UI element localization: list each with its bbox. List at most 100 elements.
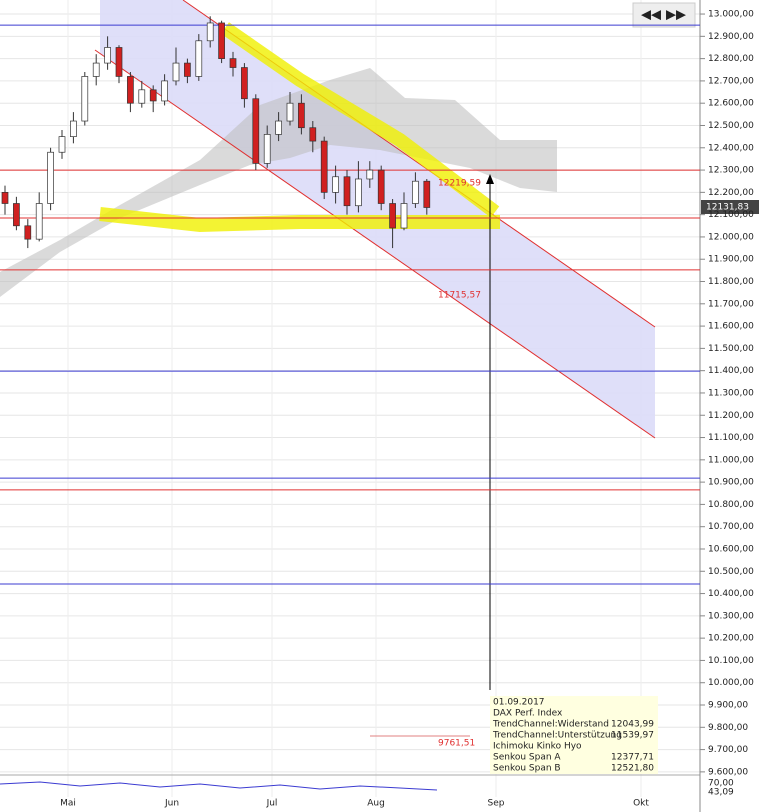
legend-label: TrendChannel:Unterstützung (492, 731, 622, 741)
y-tick-label: 11.000,00 (708, 455, 754, 465)
candle-body (309, 127, 317, 142)
candle-body (355, 178, 362, 207)
candle-body (92, 62, 100, 77)
candle-body (149, 89, 157, 102)
y-tick-label: 9.900,00 (708, 701, 748, 711)
y-tick-label: 9.600,00 (708, 767, 748, 777)
scroll-right[interactable]: ▶▶ (666, 8, 686, 23)
y-tick-label: 10.600,00 (708, 544, 754, 554)
y-tick-label: 12.100,00 (708, 210, 754, 220)
y-tick-label: 12.200,00 (708, 188, 754, 198)
y-tick-label: 10.100,00 (708, 656, 754, 666)
candle-body (412, 180, 419, 204)
candle-body (172, 62, 180, 82)
y-tick-label: 11.900,00 (708, 255, 754, 265)
scroll-left[interactable]: ◀◀ (641, 8, 661, 23)
candle-body (275, 120, 282, 135)
candle-body (332, 176, 339, 193)
legend-value: 12521,80 (611, 764, 654, 774)
candle-body (104, 47, 111, 64)
candle-body (58, 136, 66, 153)
candle-body (366, 169, 374, 180)
candle-body (47, 151, 54, 204)
x-tick-label: Okt (633, 799, 649, 809)
legend-label: Senkou Span B (493, 764, 561, 774)
y-tick-label: 10.000,00 (708, 678, 754, 688)
candle-body (1, 192, 9, 204)
candle-body (13, 203, 20, 227)
annotation: 11715,57 (438, 291, 481, 301)
oscillator-tick: 43,09 (708, 788, 734, 798)
candle-body (343, 176, 351, 207)
y-tick-label: 10.500,00 (708, 567, 754, 577)
channel-lower (94, 49, 656, 439)
candle-body (252, 98, 260, 164)
price-tag (701, 200, 759, 214)
legend-instrument: DAX Perf. Index (493, 709, 563, 719)
y-tick-label: 10.800,00 (708, 500, 754, 510)
y-tick-label: 12.800,00 (708, 54, 754, 64)
candle-body (377, 169, 385, 204)
legend-label: Senkou Span A (493, 753, 561, 763)
legend-label: TrendChannel:Widerstand (492, 720, 609, 730)
candle-body (35, 203, 43, 240)
y-tick-label: 12.000,00 (708, 232, 754, 242)
y-tick-label: 12.900,00 (708, 32, 754, 42)
y-tick-label: 12.600,00 (708, 99, 754, 109)
legend-label: Ichimoku Kinko Hyo (493, 742, 582, 752)
y-tick-label: 12.700,00 (708, 76, 754, 86)
y-tick-label: 10.200,00 (708, 634, 754, 644)
triangle-highlight (221, 22, 500, 218)
scroll-buttons[interactable] (632, 2, 696, 28)
y-tick-label: 12.300,00 (708, 166, 754, 176)
candle-body (81, 76, 89, 122)
legend-box (490, 696, 658, 774)
candle-body (206, 22, 214, 42)
candle-body (70, 120, 77, 137)
support-highlight (99, 207, 500, 233)
candle-body (127, 76, 134, 104)
y-tick-label: 11.400,00 (708, 366, 754, 376)
x-tick-label: Sep (488, 799, 505, 809)
x-tick-label: Jun (164, 799, 179, 809)
y-tick-label: 10.300,00 (708, 611, 754, 621)
y-tick-label: 10.700,00 (708, 522, 754, 532)
y-tick-label: 9.700,00 (708, 745, 748, 755)
x-tick-label: Mai (60, 799, 76, 809)
candle-body (263, 134, 271, 164)
ichimoku-cloud (0, 68, 557, 297)
candle-body (389, 203, 396, 229)
oscillator-line (0, 781, 438, 791)
candle-body (184, 62, 191, 77)
y-tick-label: 13.000,00 (708, 10, 754, 20)
x-tick-label: Jul (266, 799, 278, 809)
oscillator-tick: 70,00 (708, 779, 734, 789)
candle-body (286, 102, 294, 122)
legend-value: 12377,71 (611, 753, 654, 763)
legend-date: 01.09.2017 (493, 698, 545, 708)
annotation: 12219,59 (438, 179, 481, 189)
candle-body (161, 80, 168, 102)
candle-body (115, 47, 123, 77)
candle-body (195, 40, 203, 77)
candle-body (423, 180, 431, 208)
arrow-head (486, 174, 494, 184)
y-tick-label: 11.100,00 (708, 433, 754, 443)
y-tick-label: 11.700,00 (708, 299, 754, 309)
candle-body (241, 67, 248, 100)
y-tick-label: 11.500,00 (708, 344, 754, 354)
candle-body (218, 22, 225, 59)
y-tick-label: 11.300,00 (708, 388, 754, 398)
y-tick-label: 10.900,00 (708, 478, 754, 488)
y-tick-label: 12.400,00 (708, 143, 754, 153)
candle-body (138, 89, 146, 104)
y-tick-label: 12.500,00 (708, 121, 754, 131)
y-tick-label: 10.400,00 (708, 589, 754, 599)
candle-body (400, 203, 408, 229)
y-tick-label: 11.800,00 (708, 277, 754, 287)
annotation: 9761,51 (438, 739, 475, 749)
x-tick-label: Aug (367, 799, 385, 809)
candle-body (24, 225, 32, 240)
legend-value: 12043,99 (611, 720, 654, 730)
